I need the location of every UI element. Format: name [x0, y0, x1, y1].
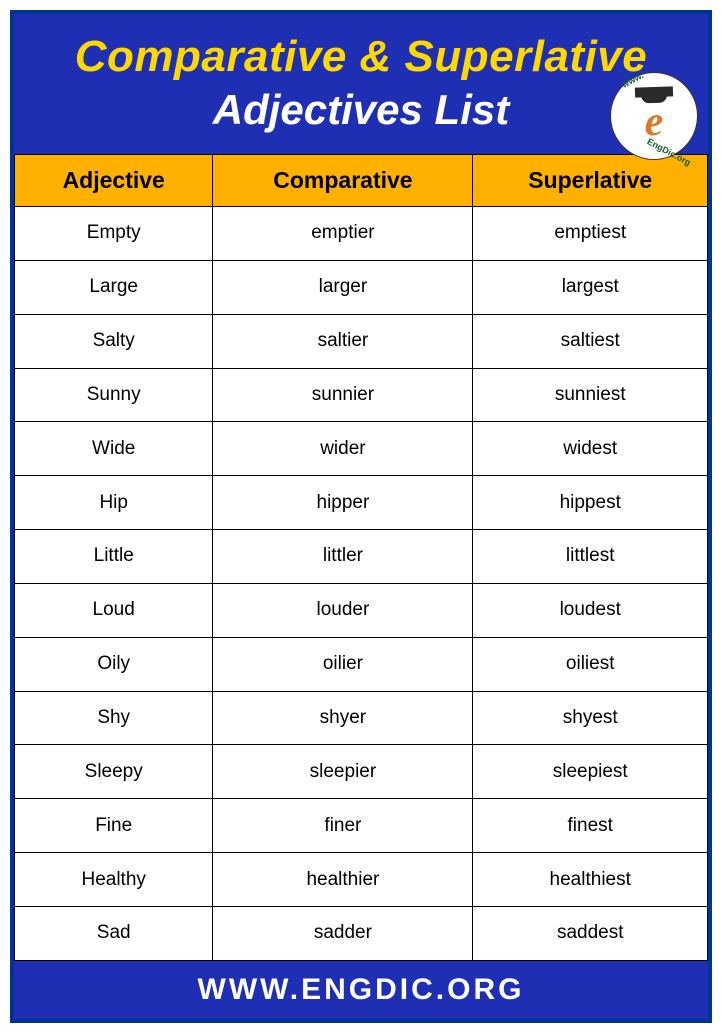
table-cell: littlest: [473, 530, 708, 584]
title-line-1: Comparative & Superlative: [24, 32, 698, 82]
table-cell: widest: [473, 422, 708, 476]
table-cell: Fine: [15, 799, 213, 853]
table-cell: Loud: [15, 583, 213, 637]
table-cell: finest: [473, 799, 708, 853]
table-cell: healthiest: [473, 853, 708, 907]
table-cell: Wide: [15, 422, 213, 476]
table-row: Largelargerlargest: [15, 260, 708, 314]
table-row: Shyshyershyest: [15, 691, 708, 745]
table-cell: Sunny: [15, 368, 213, 422]
table-body: EmptyemptieremptiestLargelargerlargestSa…: [15, 207, 708, 961]
table-cell: saddest: [473, 906, 708, 960]
table-cell: Sad: [15, 906, 213, 960]
table-cell: sunniest: [473, 368, 708, 422]
table-cell: hippest: [473, 476, 708, 530]
table-cell: healthier: [213, 853, 473, 907]
table-header-row: Adjective Comparative Superlative: [15, 155, 708, 207]
logo-badge: www. EngDic.org e: [610, 72, 698, 160]
table-container: Adjective Comparative Superlative Emptye…: [14, 154, 708, 961]
footer-url: WWW.ENGDIC.ORG: [26, 973, 696, 1007]
col-header-comparative: Comparative: [213, 155, 473, 207]
table-cell: saltier: [213, 314, 473, 368]
table-row: Littlelittlerlittlest: [15, 530, 708, 584]
table-row: Sadsaddersaddest: [15, 906, 708, 960]
table-row: Hiphipperhippest: [15, 476, 708, 530]
table-row: Widewiderwidest: [15, 422, 708, 476]
table-cell: Oily: [15, 637, 213, 691]
table-cell: sadder: [213, 906, 473, 960]
table-cell: sunnier: [213, 368, 473, 422]
table-cell: larger: [213, 260, 473, 314]
table-cell: finer: [213, 799, 473, 853]
table-cell: Hip: [15, 476, 213, 530]
graduation-cap-icon: [635, 86, 673, 97]
table-cell: Healthy: [15, 853, 213, 907]
table-row: Saltysaltiersaltiest: [15, 314, 708, 368]
table-row: Sleepysleepiersleepiest: [15, 745, 708, 799]
table-cell: sleepier: [213, 745, 473, 799]
logo-letter: e: [645, 98, 664, 146]
table-row: Sunnysunniersunniest: [15, 368, 708, 422]
table-cell: saltiest: [473, 314, 708, 368]
table-row: Loudlouderloudest: [15, 583, 708, 637]
table-cell: oilier: [213, 637, 473, 691]
page-frame: Comparative & Superlative Adjectives Lis…: [10, 10, 712, 1023]
table-cell: emptier: [213, 207, 473, 261]
adjectives-table: Adjective Comparative Superlative Emptye…: [14, 154, 708, 961]
table-cell: hipper: [213, 476, 473, 530]
table-cell: wider: [213, 422, 473, 476]
table-row: Emptyemptieremptiest: [15, 207, 708, 261]
table-row: Finefinerfinest: [15, 799, 708, 853]
footer: WWW.ENGDIC.ORG: [14, 961, 708, 1019]
table-cell: loudest: [473, 583, 708, 637]
table-cell: Salty: [15, 314, 213, 368]
header: Comparative & Superlative Adjectives Lis…: [14, 14, 708, 154]
table-cell: Large: [15, 260, 213, 314]
table-cell: oiliest: [473, 637, 708, 691]
table-cell: Empty: [15, 207, 213, 261]
table-cell: largest: [473, 260, 708, 314]
table-cell: Shy: [15, 691, 213, 745]
table-cell: Little: [15, 530, 213, 584]
table-cell: shyer: [213, 691, 473, 745]
table-row: Healthyhealthierhealthiest: [15, 853, 708, 907]
table-cell: littler: [213, 530, 473, 584]
logo-inner: e: [619, 81, 689, 151]
table-cell: sleepiest: [473, 745, 708, 799]
table-row: Oilyoilieroiliest: [15, 637, 708, 691]
col-header-superlative: Superlative: [473, 155, 708, 207]
table-cell: Sleepy: [15, 745, 213, 799]
table-cell: shyest: [473, 691, 708, 745]
col-header-adjective: Adjective: [15, 155, 213, 207]
table-cell: emptiest: [473, 207, 708, 261]
title-line-2: Adjectives List: [24, 86, 698, 134]
table-cell: louder: [213, 583, 473, 637]
